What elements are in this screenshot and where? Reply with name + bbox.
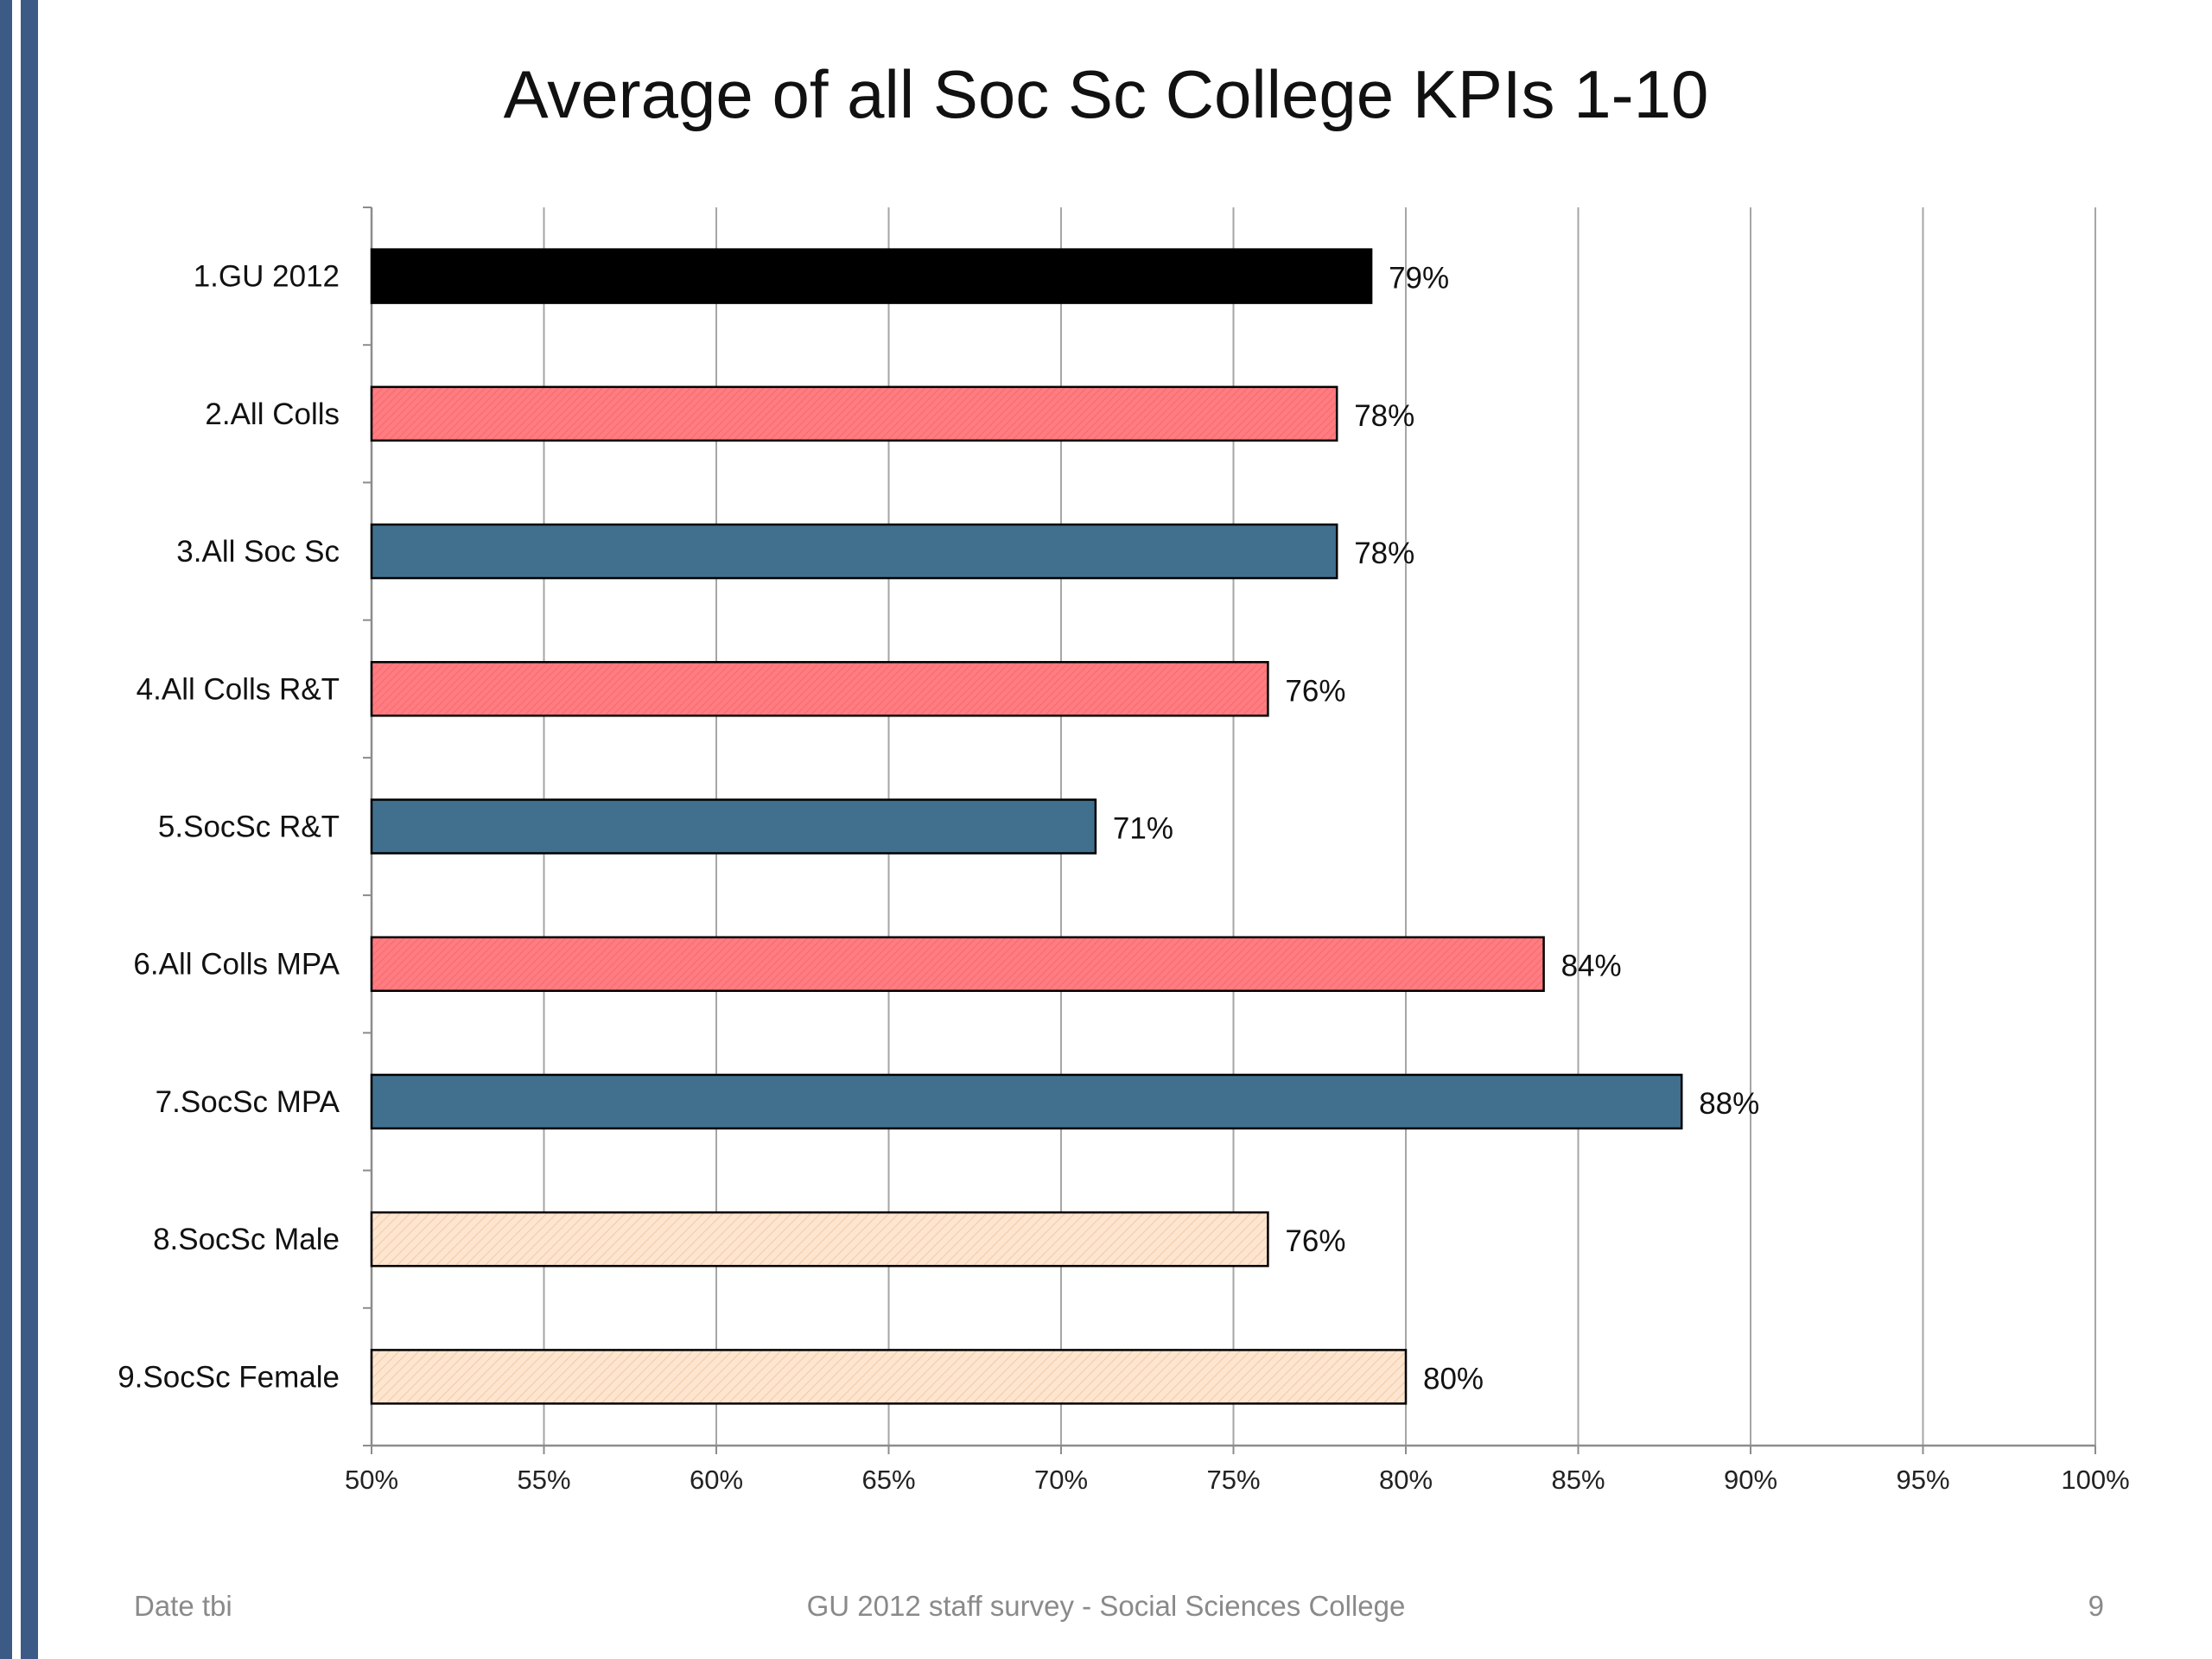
category-label: 5.SocSc R&T bbox=[158, 810, 340, 844]
x-tick-label: 80% bbox=[1379, 1465, 1433, 1495]
bar bbox=[370, 248, 1373, 304]
bar bbox=[370, 1349, 1408, 1405]
x-tick-label: 65% bbox=[861, 1465, 915, 1495]
x-tick-label: 75% bbox=[1206, 1465, 1260, 1495]
bar bbox=[370, 1073, 1683, 1130]
category-label: 4.All Colls R&T bbox=[137, 672, 340, 706]
data-label: 78% bbox=[1354, 537, 1414, 570]
category-label: 3.All Soc Sc bbox=[176, 535, 340, 569]
bar bbox=[370, 523, 1338, 580]
category-label: 8.SocSc Male bbox=[153, 1223, 340, 1256]
bar bbox=[370, 661, 1269, 717]
x-tick-label: 60% bbox=[690, 1465, 743, 1495]
x-tick-label: 55% bbox=[517, 1465, 570, 1495]
chart-title: Average of all Soc Sc College KPIs 1-10 bbox=[503, 56, 1709, 132]
bar bbox=[370, 936, 1545, 992]
x-tick-label: 95% bbox=[1896, 1465, 1949, 1495]
data-label: 79% bbox=[1389, 262, 1449, 296]
x-tick-label: 90% bbox=[1724, 1465, 1777, 1495]
category-label: 7.SocSc MPA bbox=[156, 1085, 340, 1119]
x-tick-label: 85% bbox=[1551, 1465, 1605, 1495]
data-label: 80% bbox=[1423, 1362, 1484, 1395]
bars bbox=[370, 248, 1683, 1405]
data-label: 78% bbox=[1354, 399, 1414, 433]
x-tick-label: 50% bbox=[345, 1465, 398, 1495]
x-tick-label: 70% bbox=[1034, 1465, 1088, 1495]
labels: 50% 55% 60% 65% 70% 75% 80% 85% 90% 95% 100% 1.GU 2… bbox=[118, 260, 2129, 1495]
category-label: 1.GU 2012 bbox=[194, 260, 340, 294]
data-label: 88% bbox=[1699, 1087, 1759, 1121]
category-label: 9.SocSc Female bbox=[118, 1360, 340, 1394]
bar bbox=[370, 798, 1097, 855]
category-label: 6.All Colls MPA bbox=[133, 948, 340, 982]
bar bbox=[370, 1211, 1269, 1268]
data-label: 76% bbox=[1285, 1224, 1345, 1258]
category-label: 2.All Colls bbox=[205, 397, 340, 431]
footer-date: Date tbi bbox=[134, 1590, 232, 1622]
slide-number: 9 bbox=[2088, 1590, 2104, 1622]
slide-left-border-stripes bbox=[0, 0, 38, 1659]
data-label: 84% bbox=[1561, 950, 1622, 983]
data-label: 71% bbox=[1113, 812, 1173, 846]
footer-title: GU 2012 staff survey - Social Sciences C… bbox=[806, 1590, 1406, 1622]
bar bbox=[370, 385, 1338, 442]
x-tick-label: 100% bbox=[2061, 1465, 2129, 1495]
data-label: 76% bbox=[1285, 674, 1345, 708]
